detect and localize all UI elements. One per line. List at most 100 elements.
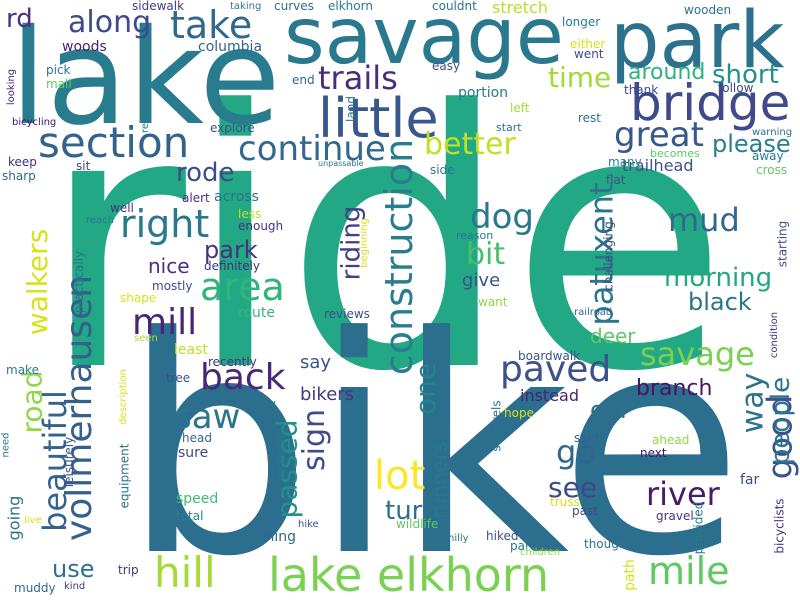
word-flat: flat [606,173,626,187]
word-follow: follow [718,81,754,95]
word-hill: hill [154,548,216,597]
word-going: going [4,495,24,541]
word-wooden: wooden [684,3,732,17]
word-children: children [520,547,561,558]
word-want: want [478,295,508,309]
word-starting: starting [775,220,790,268]
word-lot: lot [374,453,426,499]
word-easy: easy [432,59,461,73]
word-nice: nice [148,254,190,278]
word-definitely: definitely [204,259,261,273]
word-challenging: challenging [601,221,616,291]
word-sunday: sunday [236,397,276,410]
word-longer: longer [562,15,601,29]
word-great: great [614,115,704,155]
word-river: river [646,475,720,513]
word-area: area [200,265,285,309]
word-said: said [574,431,599,445]
word-gravel: gravel [656,509,694,523]
word-reviews: reviews [324,307,370,321]
word-unpassable: unpassable [318,159,364,168]
word-bike: bike [122,273,744,600]
word-mall: mall [46,77,72,91]
word-squirrels: squirrels [489,400,504,452]
word-route: route [238,305,275,321]
word-people: people [766,376,797,466]
word-savage-right: savage [640,335,755,373]
word-curves: curves [274,0,314,13]
word-recommend: recommend [139,73,151,133]
word-walkers: walkers [21,228,55,336]
word-seen: seen [134,333,158,344]
word-runners: runners [427,441,452,519]
word-park-small: park [204,236,258,264]
word-head: head [182,431,212,445]
word-part: part [510,539,535,553]
word-saw: saw [174,397,241,437]
word-deer: deer [590,324,636,348]
word-condition: condition [769,311,781,359]
word-construction: construction [377,138,422,376]
word-bicyclists: bicyclists [772,498,787,554]
word-leisurely: leisurely [62,436,77,488]
word-reason: reason [456,229,494,242]
word-mill: mill [132,302,198,343]
word-looking: looking [6,68,18,106]
word-ride: ride [40,35,729,449]
word-one: one [409,362,443,416]
word-mud: mud [668,201,740,239]
word-turn: turn [385,496,439,526]
word-stretch: stretch [492,0,548,17]
word-portion: portion [458,85,509,101]
word-columbia: columbia [198,39,263,55]
word-hike: hike [298,519,319,530]
word-alert: alert [182,191,210,205]
word-went: went [574,47,604,61]
word-wildlife: wildlife [396,517,439,531]
word-sit: sit [76,159,91,173]
word-time: time [548,61,612,94]
word-elkhorn: elkhorn [328,0,373,13]
word-explore: explore [210,121,255,135]
word-thank: thank [624,83,659,97]
word-less: less [238,207,262,221]
word-bicycling: bicycling [12,117,57,128]
word-couldnt: couldnt [432,0,477,13]
word-rd: rd [6,4,33,34]
word-past: past [572,504,598,518]
word-mostly: mostly [152,279,193,293]
word-recently: recently [208,355,257,369]
word-hope: hope [504,406,534,420]
word-little: little [318,87,439,150]
word-park-large: park [610,0,785,86]
word-pick: pick [46,63,71,77]
word-better: better [424,127,516,162]
word-mile: mile [648,549,730,593]
word-truss: truss [550,495,580,509]
word-around: around [628,60,706,85]
word-short: short [712,60,779,90]
word-either: either [570,37,606,51]
word-thing: thing [260,529,297,545]
word-side: side [430,163,455,177]
word-please: please [712,130,791,158]
word-warning: warning [752,127,793,138]
word-sidewalk: sidewalk [132,0,185,13]
word-equipment: equipment [117,443,132,509]
word-beginning: beginning [358,218,370,268]
word-total: total [176,509,204,523]
word-right: right [120,202,210,246]
word-land: land [343,96,358,122]
word-many: many [608,155,642,169]
word-left: left [510,101,530,115]
word-see: see [548,471,598,504]
word-sharp: sharp [2,169,36,183]
word-sign: sign [297,408,333,472]
word-least: least [174,342,208,358]
word-give: give [462,270,501,291]
word-practically: practically [72,250,87,314]
word-shape: shape [120,291,157,305]
word-go: go [556,433,596,471]
word-use: use [52,555,95,583]
word-paved: paved [500,349,612,390]
